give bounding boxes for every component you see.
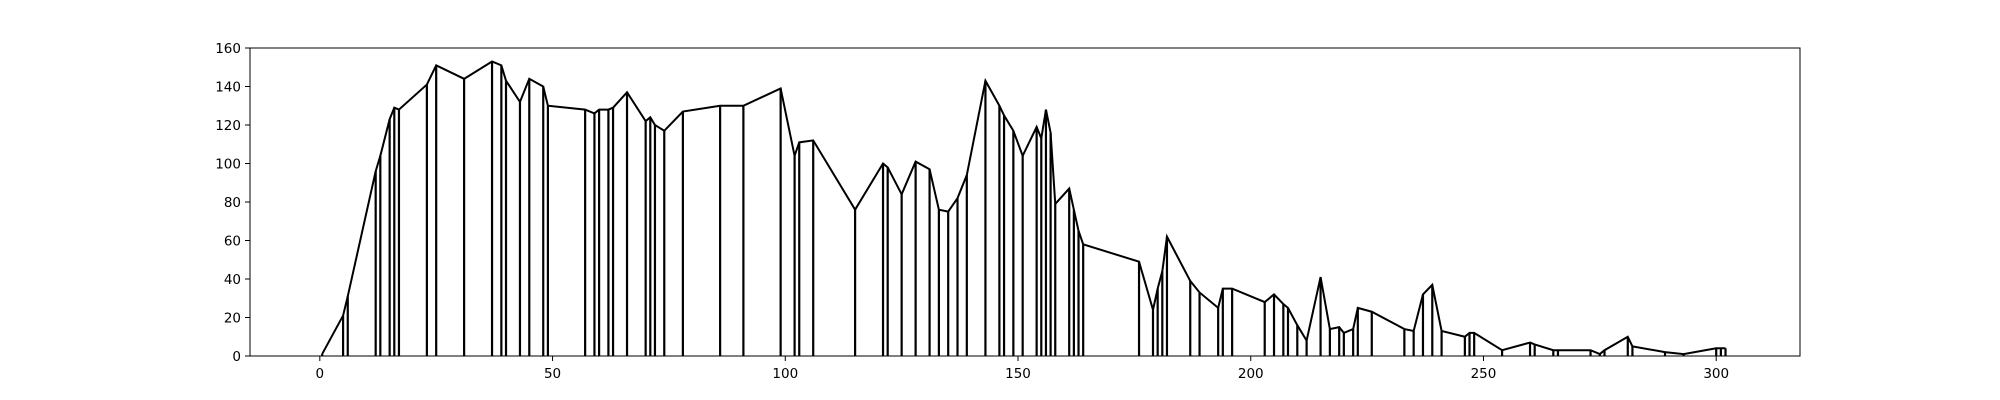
y-tick-label-120: 120: [215, 118, 241, 134]
y-tick-label-20: 20: [224, 311, 241, 327]
x-axis: 0 50 100 150 200 250 300: [316, 356, 1729, 382]
x-tick-label-50: 50: [544, 366, 561, 382]
x-tick-label-150: 150: [1005, 366, 1031, 382]
plot-area-frame: [249, 47, 1801, 357]
y-tick-label-40: 40: [224, 272, 241, 288]
x-tick-label-200: 200: [1238, 366, 1264, 382]
y-tick-label-60: 60: [224, 234, 241, 250]
y-tick-label-100: 100: [215, 157, 241, 173]
envelope-line: [321, 60, 1726, 356]
y-axis: 0 20 40 60 80 100 120 140 160: [215, 41, 250, 365]
y-tick-label-140: 140: [215, 80, 241, 96]
x-tick-label-100: 100: [772, 366, 798, 382]
x-tick-label-300: 300: [1703, 366, 1729, 382]
x-tick-label-250: 250: [1471, 366, 1497, 382]
x-tick-label-0: 0: [316, 366, 325, 382]
stem-lines-layer: [321, 61, 1727, 356]
y-tick-label-0: 0: [232, 349, 241, 365]
y-tick-label-80: 80: [224, 195, 241, 211]
y-tick-label-160: 160: [215, 41, 241, 57]
